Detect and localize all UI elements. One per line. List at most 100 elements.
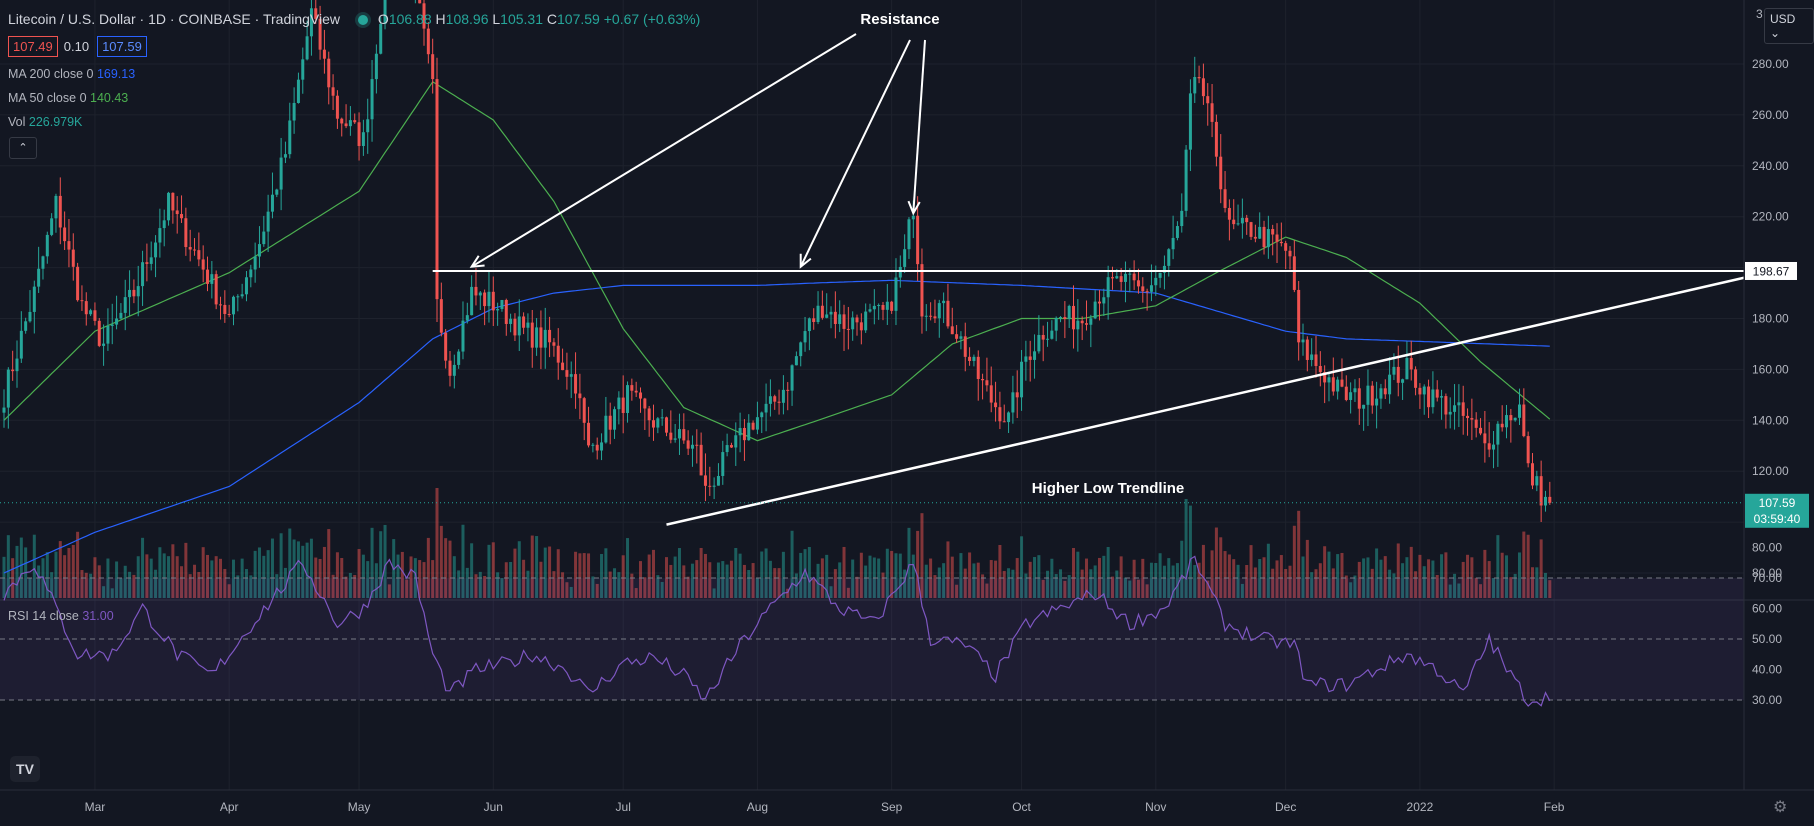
rsi-label: RSI 14 close [8,609,79,623]
candle-body [686,440,690,449]
candle-body [877,305,881,307]
candle-body [331,87,335,96]
volume-bar [1072,547,1076,598]
candle-body [600,442,604,451]
candle-body [219,304,222,306]
volume-bar [833,569,837,598]
volume-bar [370,527,374,598]
candle-body [677,429,681,439]
candle-body [613,409,617,430]
volume-legend[interactable]: Vol 226.979K [8,115,82,129]
ask-button[interactable]: 107.59 [97,36,147,57]
volume-bar [1500,552,1504,598]
volume-bar [1375,548,1379,598]
volume-bar [128,571,132,598]
candle-body [851,317,855,330]
candle-body [1440,396,1444,398]
close-label: C [546,11,558,27]
volume-bar [214,556,218,598]
candle-body [1046,338,1050,340]
currency-dropdown[interactable]: USD ⌄ [1764,8,1814,44]
candle-body [1193,77,1197,94]
volume-bar [1323,546,1327,598]
candle-body [1301,339,1305,343]
candle-body [522,316,526,328]
volume-bar [959,553,963,598]
candle-body [115,318,119,325]
volume-bar [1162,565,1166,598]
volume-bar [686,576,690,598]
candle-body [19,330,23,359]
volume-bar [1487,561,1491,598]
volume-bar [1080,569,1084,598]
candle-body [1513,417,1517,421]
candle-body [1214,121,1218,157]
volume-bar [110,588,114,598]
volume-bar [604,548,608,598]
volume-bar [50,572,54,598]
volume-bar [963,568,967,598]
bid-button[interactable]: 107.49 [8,36,58,57]
rsi-tick-label: 50.00 [1752,632,1782,646]
ma50-legend[interactable]: MA 50 close 0 140.43 [8,91,128,105]
volume-bar [301,545,305,598]
candle-body [1453,405,1457,412]
volume-bar [322,546,326,598]
candle-body [206,269,210,284]
candle-body [500,299,504,309]
ma200-legend[interactable]: MA 200 close 0 169.13 [8,67,135,81]
rsi-line [3,555,1551,707]
volume-bar [1431,560,1435,598]
volume-bar [1002,570,1006,598]
volume-bar [1007,568,1011,598]
candle-body [1093,301,1097,319]
volume-bar [1175,563,1179,598]
candle-body [1171,237,1175,250]
gear-icon[interactable]: ⚙ [1773,799,1788,816]
volume-bar [1149,562,1153,598]
candle-body [283,154,287,158]
volume-bar [1513,573,1517,598]
volume-bar [976,562,980,598]
candle-body [6,369,10,408]
price-tick-label: 140.00 [1752,413,1789,427]
volume-bar [483,575,487,598]
candle-body [374,53,378,80]
rsi-legend[interactable]: RSI 14 close 31.00 [8,609,114,623]
ma200-label: MA 200 close 0 [8,67,94,81]
candle-body [11,369,15,372]
volume-bar [1314,569,1318,598]
ma200-value: 169.13 [96,67,136,81]
chevron-up-icon[interactable]: ⌃ [9,137,37,159]
volume-bar [695,560,699,598]
volume-bar [981,574,985,598]
volume-bar [574,551,578,598]
volume-bar [1020,536,1024,598]
candle-body [535,327,539,348]
volume-bar [1115,570,1119,598]
candle-body [1007,412,1011,423]
candle-body [465,315,469,321]
volume-bar [955,584,959,598]
volume-bar [578,553,582,598]
volume-bar [1046,570,1050,598]
tradingview-logo-icon[interactable]: TV [10,756,40,782]
candle-body [193,249,197,251]
volume-bar [1219,537,1223,598]
volume-bar [136,556,140,598]
volume-bar [1440,554,1444,598]
volume-bar [968,552,972,598]
candle-body [41,256,45,269]
candle-body [257,244,261,257]
time-tick-label: Oct [1012,800,1031,814]
volume-bar [569,586,573,598]
volume-bar [496,572,500,598]
volume-bar [435,488,439,598]
candle-body [1123,273,1127,282]
volume-bar [522,559,526,598]
ma50-value: 140.43 [90,91,129,105]
volume-bar [1132,559,1136,598]
volume-bar [989,560,993,598]
